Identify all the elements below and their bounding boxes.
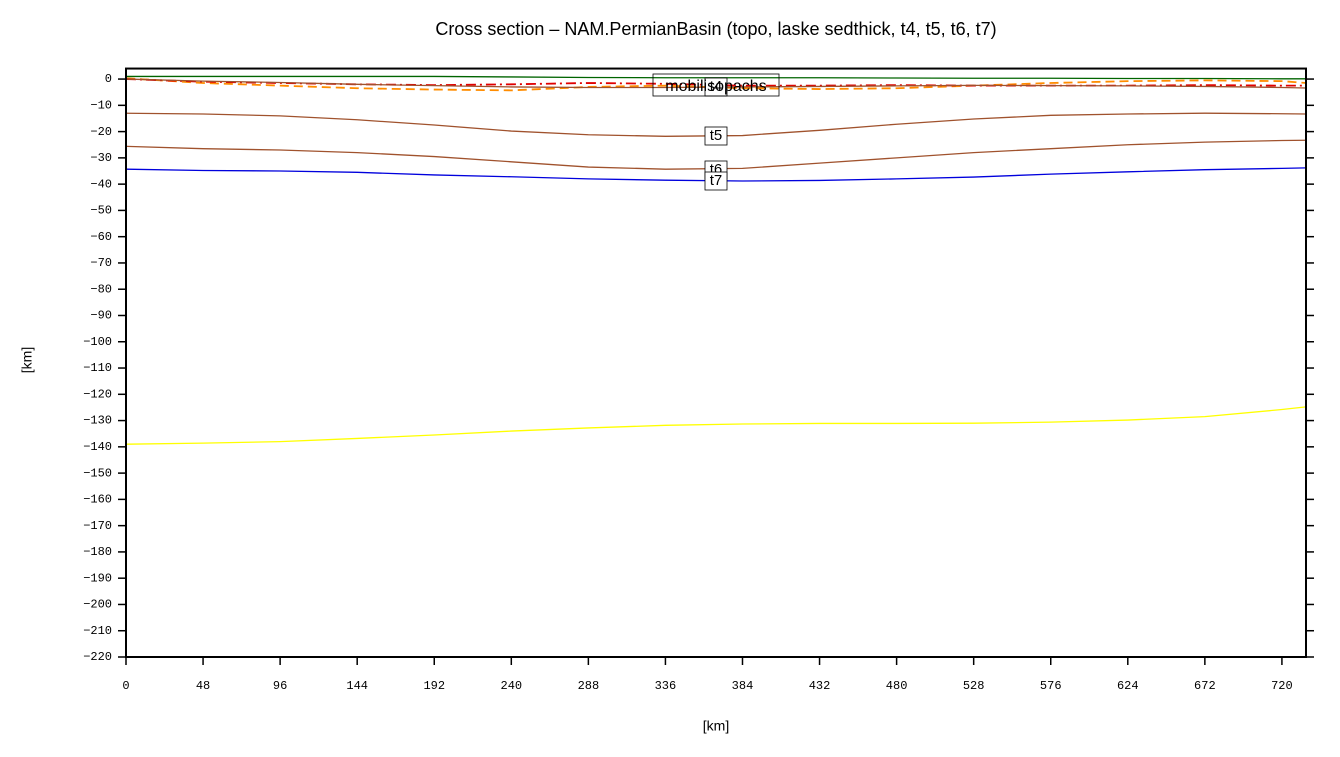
y-tick-label: −140: [83, 440, 112, 454]
x-tick-label: 528: [963, 679, 985, 693]
series-line: [125, 78, 1307, 89]
y-tick-label: −30: [90, 151, 112, 165]
x-tick-label: 288: [578, 679, 600, 693]
x-tick-label: 576: [1040, 679, 1062, 693]
y-tick-label: −160: [83, 493, 112, 507]
y-tick-label: −150: [83, 466, 112, 480]
line-label: t4: [710, 78, 723, 95]
y-tick-label: −130: [83, 414, 112, 428]
y-tick-label: −220: [83, 650, 112, 664]
y-tick-label: −110: [83, 361, 112, 375]
x-tick-label: 96: [273, 679, 287, 693]
y-tick-label: −50: [90, 204, 112, 218]
y-tick-label: −90: [90, 309, 112, 323]
y-tick-label: −120: [83, 387, 112, 401]
y-tick-label: −100: [83, 335, 112, 349]
line-label-box: [704, 126, 728, 146]
x-tick-label: 0: [122, 679, 129, 693]
y-tick-label: −20: [90, 125, 112, 139]
x-tick-label: 720: [1271, 679, 1293, 693]
y-tick-label: −170: [83, 519, 112, 533]
x-axis-label: [km]: [703, 718, 729, 734]
annotation-box: [652, 73, 780, 97]
y-tick-label: −60: [90, 230, 112, 244]
series-line: [125, 167, 1307, 182]
x-tick-label: 240: [501, 679, 523, 693]
y-tick-label: −10: [90, 99, 112, 113]
series-line: [125, 406, 1307, 445]
y-tick-label: −180: [83, 545, 112, 559]
x-tick-label: 480: [886, 679, 908, 693]
line-label: t5: [710, 127, 723, 144]
series-line: [125, 112, 1307, 137]
y-tick-label: −40: [90, 177, 112, 191]
chart-title: Cross section – NAM.PermianBasin (topo, …: [435, 19, 996, 39]
y-axis-label: [km]: [19, 347, 35, 373]
x-tick-label: 336: [655, 679, 677, 693]
x-tick-label: 624: [1117, 679, 1139, 693]
line-label: t7: [710, 172, 723, 189]
x-tick-label: 672: [1194, 679, 1216, 693]
series-line: [125, 139, 1307, 170]
y-tick-label: −70: [90, 256, 112, 270]
x-tick-label: 384: [732, 679, 754, 693]
x-tick-label: 192: [423, 679, 445, 693]
plot-frame: [125, 67, 1307, 658]
y-tick-label: −210: [83, 624, 112, 638]
y-tick-label: −200: [83, 598, 112, 612]
x-tick-label: 48: [196, 679, 210, 693]
y-tick-label: −80: [90, 282, 112, 296]
annotation: mobilisopachs: [665, 78, 766, 95]
y-tick-label: −190: [83, 571, 112, 585]
x-tick-label: 144: [346, 679, 368, 693]
x-tick-label: 432: [809, 679, 831, 693]
series-line: [126, 75, 1306, 80]
y-tick-label: 0: [105, 72, 112, 86]
line-label-box: [704, 171, 728, 191]
series-line: [125, 77, 1307, 92]
